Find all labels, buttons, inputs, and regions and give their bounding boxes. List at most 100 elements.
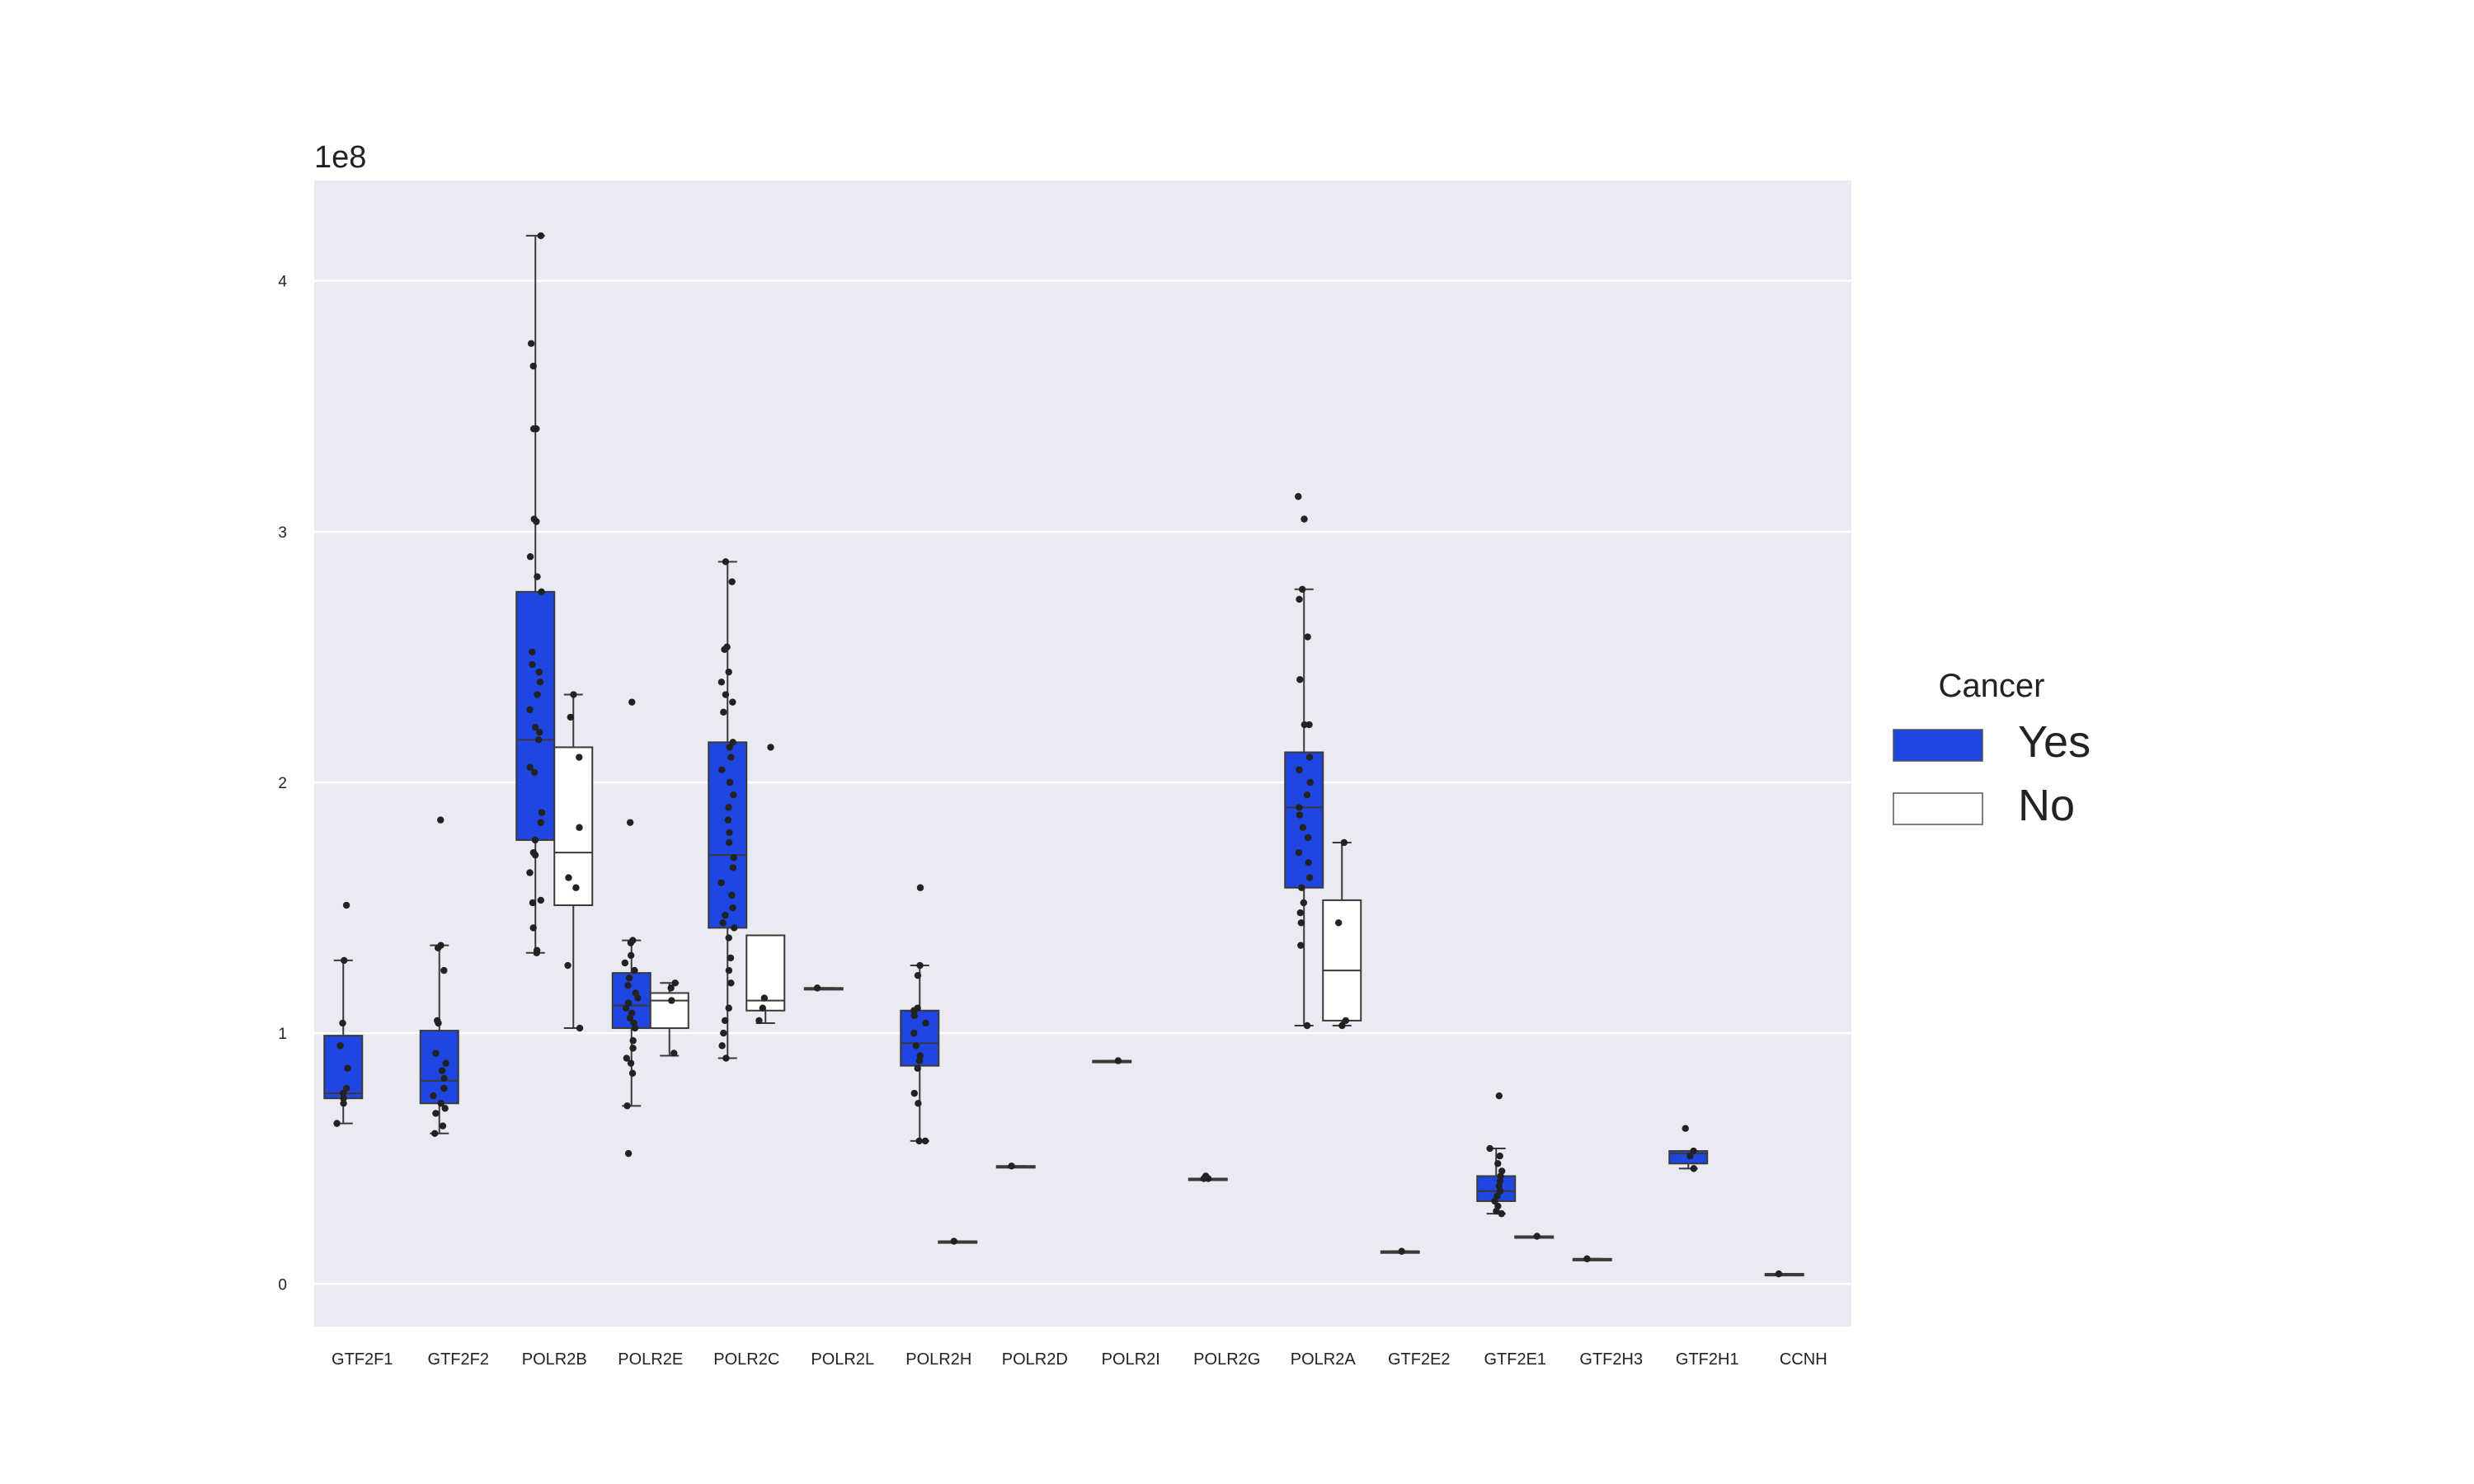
- data-point: [622, 1004, 630, 1012]
- data-point: [1114, 1057, 1122, 1064]
- data-point: [535, 668, 543, 676]
- data-point: [534, 691, 541, 698]
- data-point: [1304, 834, 1312, 842]
- data-point: [718, 766, 726, 773]
- data-point: [529, 660, 536, 669]
- data-point: [912, 1042, 920, 1050]
- data-point: [1495, 1092, 1503, 1100]
- data-point: [1493, 1207, 1500, 1215]
- data-point: [1306, 778, 1314, 787]
- data-point: [434, 944, 442, 951]
- y-tick-label: 0: [278, 1276, 287, 1294]
- data-point: [1342, 1017, 1350, 1025]
- data-point: [1297, 942, 1305, 949]
- data-point: [341, 956, 348, 965]
- box-gtf2e1-no: [1514, 1233, 1554, 1240]
- data-point: [438, 1067, 446, 1074]
- data-point: [1295, 493, 1302, 500]
- box-gtf2h3-yes: [1572, 1255, 1612, 1263]
- x-tick-label: POLR2I: [1102, 1350, 1160, 1369]
- data-point: [623, 1102, 631, 1110]
- data-point: [1340, 838, 1348, 847]
- legend: Cancer Yes No: [1893, 668, 2091, 830]
- data-point: [725, 966, 733, 974]
- data-point: [333, 1120, 341, 1127]
- box-polr2c-yes: [708, 558, 748, 1062]
- data-point: [1305, 721, 1313, 729]
- data-point: [439, 1122, 447, 1129]
- x-tick-label: GTF2H3: [1579, 1350, 1643, 1369]
- data-point: [1690, 1147, 1697, 1155]
- x-tick-label: GTF2E1: [1484, 1350, 1546, 1369]
- data-point: [442, 1059, 449, 1067]
- x-tick-label: POLR2E: [618, 1350, 683, 1369]
- data-point: [813, 984, 821, 992]
- data-point: [572, 884, 580, 891]
- data-point: [624, 982, 632, 989]
- data-point: [922, 1019, 929, 1027]
- data-point: [722, 911, 729, 919]
- x-tick-label: POLR2H: [905, 1350, 971, 1369]
- data-point: [1300, 899, 1308, 907]
- data-point: [576, 824, 583, 831]
- x-tick-label: GTF2F1: [332, 1350, 393, 1369]
- data-point: [526, 553, 534, 561]
- data-point: [536, 679, 544, 686]
- data-point: [914, 1064, 921, 1072]
- data-point: [530, 768, 539, 777]
- data-point: [431, 1129, 439, 1137]
- data-point: [727, 954, 735, 962]
- data-point: [915, 1137, 923, 1145]
- data-point: [1296, 804, 1303, 811]
- data-point: [1299, 824, 1307, 831]
- data-point: [535, 728, 543, 736]
- data-point: [1296, 909, 1305, 917]
- data-point: [340, 1095, 347, 1102]
- box-gtf2h1-yes: [1668, 1125, 1709, 1172]
- data-point: [725, 668, 732, 676]
- data-point: [910, 1012, 918, 1020]
- data-point: [534, 573, 541, 580]
- data-point: [435, 1019, 442, 1027]
- data-point: [440, 1084, 448, 1092]
- data-point: [767, 744, 774, 751]
- data-point: [724, 816, 732, 824]
- box-polr2c-no: [745, 744, 786, 1025]
- data-point: [725, 838, 733, 847]
- data-point: [336, 1042, 344, 1050]
- data-point: [628, 1069, 637, 1078]
- data-point: [721, 1017, 729, 1025]
- data-point: [629, 1037, 637, 1045]
- data-point: [629, 1045, 637, 1052]
- data-point: [342, 901, 350, 909]
- data-point: [1486, 1144, 1493, 1153]
- y-tick-label: 4: [278, 274, 287, 291]
- data-point: [339, 1019, 346, 1027]
- box-iqr: [515, 590, 556, 841]
- data-point: [722, 1054, 730, 1062]
- data-point: [1398, 1247, 1405, 1255]
- data-point: [625, 974, 633, 982]
- data-point: [531, 851, 539, 859]
- data-point: [526, 706, 534, 713]
- data-point: [534, 736, 543, 744]
- data-point: [1494, 1160, 1502, 1167]
- y-axis-exponent-label: 1e8: [314, 140, 366, 175]
- data-point: [440, 1074, 448, 1082]
- box-polr2e-no: [649, 979, 689, 1057]
- data-point: [717, 879, 725, 886]
- data-point: [1303, 791, 1311, 799]
- data-point: [721, 646, 728, 653]
- box-polr2b-yes: [515, 232, 556, 957]
- box-polr2h-yes: [900, 884, 940, 1145]
- data-point: [1533, 1233, 1540, 1240]
- data-point: [1497, 1172, 1504, 1180]
- data-point: [1303, 1021, 1311, 1030]
- data-point: [627, 939, 635, 946]
- data-point: [667, 984, 675, 992]
- box-polr2e-yes: [611, 698, 651, 1158]
- data-point: [668, 997, 675, 1004]
- data-point: [1775, 1270, 1783, 1278]
- box-polr2d-yes: [995, 1162, 1036, 1170]
